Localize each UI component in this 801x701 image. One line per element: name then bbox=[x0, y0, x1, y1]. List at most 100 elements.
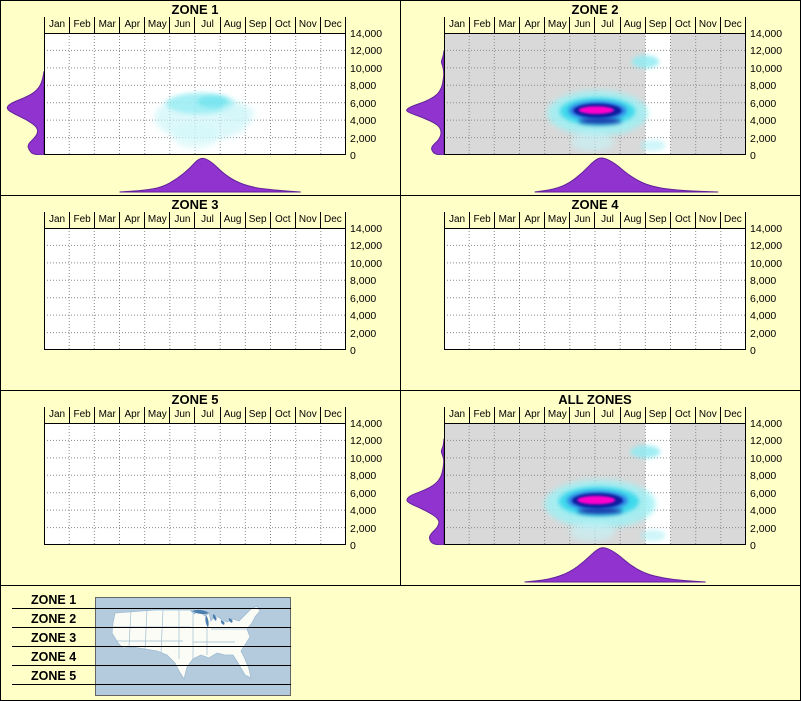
month-label: Oct bbox=[669, 17, 695, 33]
y-tick-label: 4,000 bbox=[750, 310, 777, 323]
zone-boundary-line bbox=[12, 627, 291, 628]
plot-area bbox=[444, 33, 746, 155]
y-tick-label: 14,000 bbox=[350, 223, 383, 235]
month-label: Dec bbox=[319, 17, 346, 33]
month-label: Mar bbox=[494, 407, 519, 423]
month-label: Jun bbox=[169, 17, 194, 33]
month-label: Oct bbox=[669, 212, 695, 228]
plot-area bbox=[444, 423, 746, 545]
month-label: May bbox=[144, 17, 169, 33]
month-label: Mar bbox=[94, 212, 119, 228]
month-label: Jan bbox=[444, 407, 469, 423]
month-label: Oct bbox=[269, 212, 295, 228]
month-label: Oct bbox=[669, 407, 695, 423]
y-tick-label: 10,000 bbox=[350, 452, 383, 465]
month-label: Apr bbox=[519, 17, 544, 33]
month-label: May bbox=[544, 407, 569, 423]
month-label: Sep bbox=[244, 212, 270, 228]
y-tick-label: 2,000 bbox=[750, 132, 777, 145]
y-tick-label: 6,000 bbox=[750, 292, 777, 305]
zone-boundary-line bbox=[12, 684, 291, 685]
legend-zone-label: ZONE 5 bbox=[31, 669, 77, 683]
panel-title: ALL ZONES bbox=[558, 392, 632, 407]
left-density-curve bbox=[6, 71, 44, 155]
y-tick-label: 10,000 bbox=[350, 62, 383, 75]
panel-title: ZONE 5 bbox=[171, 392, 219, 407]
month-label: Sep bbox=[644, 212, 670, 228]
zone-boundary-line bbox=[12, 608, 291, 609]
zone-boundary-line bbox=[12, 646, 291, 647]
panel-zone-5: ZONE 5 Jan Feb Mar Apr May Jun Jul Aug Sep Oct Nov D… bbox=[1, 391, 400, 585]
month-label: Aug bbox=[619, 407, 645, 423]
y-tick-label: 0 bbox=[750, 540, 756, 552]
y-tick-label: 8,000 bbox=[750, 80, 777, 93]
y-tick-label: 2,000 bbox=[750, 522, 777, 535]
left-density-curve bbox=[406, 50, 444, 155]
month-label: Jun bbox=[169, 212, 194, 228]
month-label: Dec bbox=[719, 212, 746, 228]
y-tick-label: 4,000 bbox=[350, 505, 377, 518]
month-label: Nov bbox=[694, 212, 720, 228]
month-label: May bbox=[544, 212, 569, 228]
month-label: Apr bbox=[119, 407, 144, 423]
month-label: Jun bbox=[569, 17, 594, 33]
y-tick-label: 14,000 bbox=[750, 418, 783, 430]
month-label: May bbox=[144, 212, 169, 228]
y-tick-label: 8,000 bbox=[750, 275, 777, 288]
month-label: Jul bbox=[194, 212, 219, 228]
month-label: Jan bbox=[444, 212, 469, 228]
column-divider bbox=[400, 1, 401, 585]
y-tick-label: 12,000 bbox=[750, 435, 783, 448]
month-label: Dec bbox=[319, 212, 346, 228]
panel-zone-3: ZONE 3 Jan Feb Mar Apr May Jun Jul Aug Sep Oct Nov D… bbox=[1, 196, 400, 390]
y-tick-label: 12,000 bbox=[750, 240, 783, 253]
y-tick-label: 8,000 bbox=[350, 275, 377, 288]
y-tick-label: 6,000 bbox=[350, 487, 377, 500]
month-label: Apr bbox=[519, 407, 544, 423]
month-label: Jan bbox=[444, 17, 469, 33]
month-label: Oct bbox=[269, 407, 295, 423]
y-tick-label: 4,000 bbox=[350, 115, 377, 128]
month-label: Nov bbox=[694, 17, 720, 33]
y-tick-label: 2,000 bbox=[350, 132, 377, 145]
month-label: Jan bbox=[44, 212, 69, 228]
month-label: Feb bbox=[469, 212, 494, 228]
y-tick-label: 14,000 bbox=[350, 418, 383, 430]
month-label: Feb bbox=[469, 407, 494, 423]
y-tick-label: 12,000 bbox=[750, 45, 783, 58]
y-tick-label: 2,000 bbox=[350, 327, 377, 340]
legend-zone-label: ZONE 3 bbox=[31, 631, 77, 645]
y-tick-label: 4,000 bbox=[350, 310, 377, 323]
y-tick-label: 10,000 bbox=[350, 257, 383, 270]
y-tick-label: 8,000 bbox=[750, 470, 777, 483]
y-tick-label: 8,000 bbox=[350, 80, 377, 93]
month-label: Jul bbox=[594, 17, 619, 33]
month-label: Mar bbox=[494, 17, 519, 33]
month-label: Apr bbox=[519, 212, 544, 228]
month-label: Sep bbox=[244, 407, 270, 423]
bottom-density-curve bbox=[524, 547, 706, 583]
month-label: Apr bbox=[119, 17, 144, 33]
month-label: Aug bbox=[219, 407, 245, 423]
plot-area bbox=[444, 228, 746, 350]
legend-zone-label: ZONE 4 bbox=[31, 650, 77, 664]
month-label: Jun bbox=[569, 212, 594, 228]
y-tick-label: 6,000 bbox=[750, 97, 777, 110]
y-tick-label: 6,000 bbox=[350, 292, 377, 305]
month-label: May bbox=[544, 17, 569, 33]
month-label: Aug bbox=[619, 212, 645, 228]
y-tick-label: 10,000 bbox=[750, 257, 783, 270]
panel-title: ZONE 3 bbox=[171, 197, 219, 212]
month-label: Jun bbox=[569, 407, 594, 423]
y-tick-label: 6,000 bbox=[350, 97, 377, 110]
y-tick-label: 14,000 bbox=[750, 223, 783, 235]
y-tick-label: 6,000 bbox=[750, 487, 777, 500]
month-axis: Jan Feb Mar Apr May Jun Jul Aug Sep Oct Nov Dec bbox=[444, 17, 746, 33]
month-label: Mar bbox=[94, 407, 119, 423]
month-label: Feb bbox=[469, 17, 494, 33]
month-axis: Jan Feb Mar Apr May Jun Jul Aug Sep Oct Nov Dec bbox=[444, 212, 746, 228]
month-label: Feb bbox=[69, 17, 94, 33]
panel-zone-4: ZONE 4 Jan Feb Mar Apr May Jun Jul Aug Sep Oct Nov D… bbox=[401, 196, 800, 390]
month-label: Apr bbox=[119, 212, 144, 228]
row-divider bbox=[1, 585, 800, 586]
